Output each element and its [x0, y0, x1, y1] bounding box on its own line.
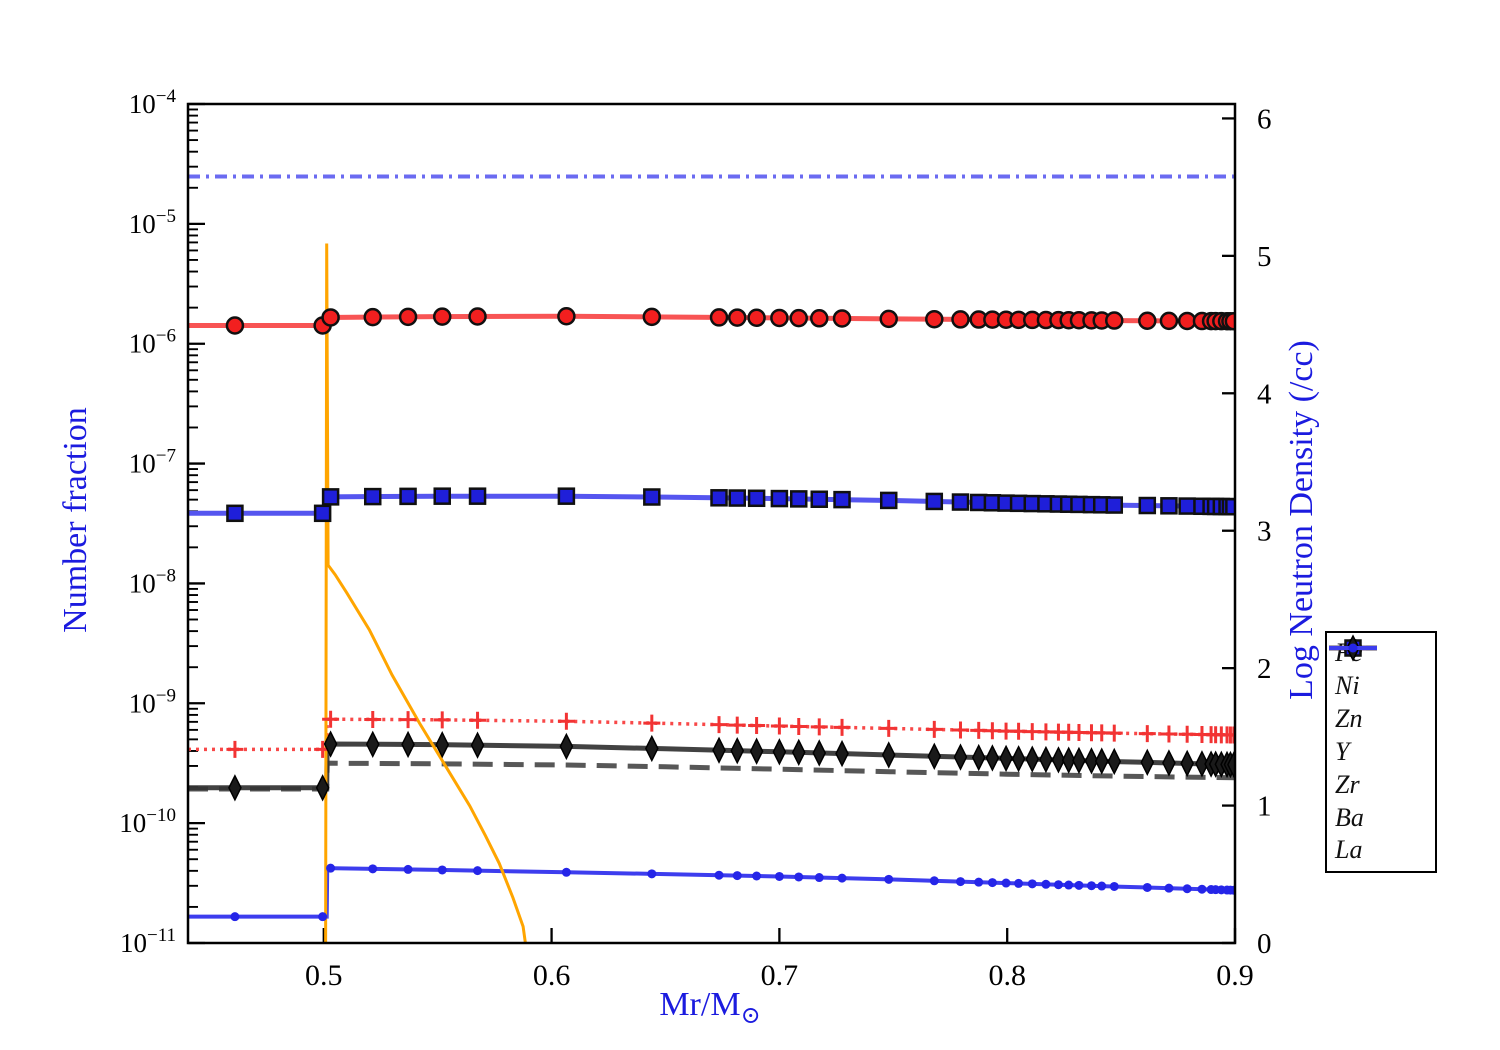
- series-lines: [188, 174, 1235, 943]
- x-tick-label: 0.9: [1216, 959, 1254, 992]
- legend-entry-y: Y: [1329, 645, 1429, 767]
- legend-label: Zr: [1335, 769, 1360, 799]
- series-la-markers: [230, 863, 1235, 922]
- y-axis-left-title: Number fraction: [57, 407, 94, 633]
- y-right-tick-label: 2: [1257, 653, 1272, 685]
- y-left-tick-label: 10−9: [129, 685, 176, 718]
- legend-label: Ba: [1335, 802, 1364, 832]
- axis-ticks: [188, 102, 1237, 945]
- legend-entry-zn: Zn: [1329, 639, 1429, 734]
- y-axis-right-title: Log Neutron Density (/cc): [1283, 340, 1320, 700]
- legend-box: Fe Ni Zn Y Zr Ba La: [1325, 631, 1437, 873]
- y-right-tick-label: 6: [1257, 103, 1272, 135]
- y-left-tick-label: 10−11: [120, 925, 176, 958]
- series-markers: [225, 307, 1235, 922]
- y-left-tick-label: 10−8: [129, 565, 176, 598]
- legend-label: Ni: [1335, 671, 1360, 701]
- x-axis-title: Mr/M⊙: [659, 986, 760, 1030]
- x-axis-title-subscript: ⊙: [740, 1003, 761, 1029]
- y-right-tick-label: 4: [1257, 378, 1272, 410]
- series-neutron-line: [324, 243, 527, 943]
- series-la-line: [188, 866, 1235, 919]
- x-tick-label: 0.6: [533, 959, 571, 992]
- y-left-tick-label: 10−10: [119, 805, 176, 838]
- axis-tick-labels: 10−4 10−5 10−6 10−7 10−8 10−9 10−10 10−11 0 1 2 3 4 5…: [119, 86, 1272, 992]
- legend-entry-ba: Ba: [1329, 634, 1429, 833]
- x-tick-label: 0.7: [761, 959, 799, 992]
- y-left-tick-label: 10−4: [129, 86, 177, 119]
- y-right-tick-label: 5: [1257, 241, 1272, 273]
- series-ba-markers: [228, 730, 1235, 802]
- legend-entry-ni: Ni: [1329, 638, 1429, 701]
- x-tick-label: 0.5: [305, 959, 343, 992]
- legend-label: La: [1335, 835, 1363, 865]
- legend-label: Zn: [1335, 704, 1363, 734]
- y-right-tick-label: 1: [1257, 791, 1272, 823]
- legend-entry-zr: Zr: [1329, 639, 1429, 800]
- legend-entry-la: La: [1329, 643, 1429, 865]
- y-left-tick-label: 10−6: [129, 326, 176, 359]
- legend-sample-la-line: [1329, 643, 1377, 653]
- y-left-tick-label: 10−5: [129, 206, 176, 239]
- y-left-tick-label: 10−7: [129, 446, 176, 479]
- series-ni-markers: [225, 307, 1235, 335]
- series-zn-markers: [226, 487, 1235, 523]
- legend-label: Y: [1335, 736, 1350, 766]
- plot-border: [186, 102, 1237, 945]
- y-right-tick-label: 3: [1257, 516, 1272, 548]
- x-tick-label: 0.8: [988, 959, 1026, 992]
- y-right-tick-label: 0: [1257, 928, 1272, 960]
- x-axis-title-text: Mr/M: [659, 986, 741, 1023]
